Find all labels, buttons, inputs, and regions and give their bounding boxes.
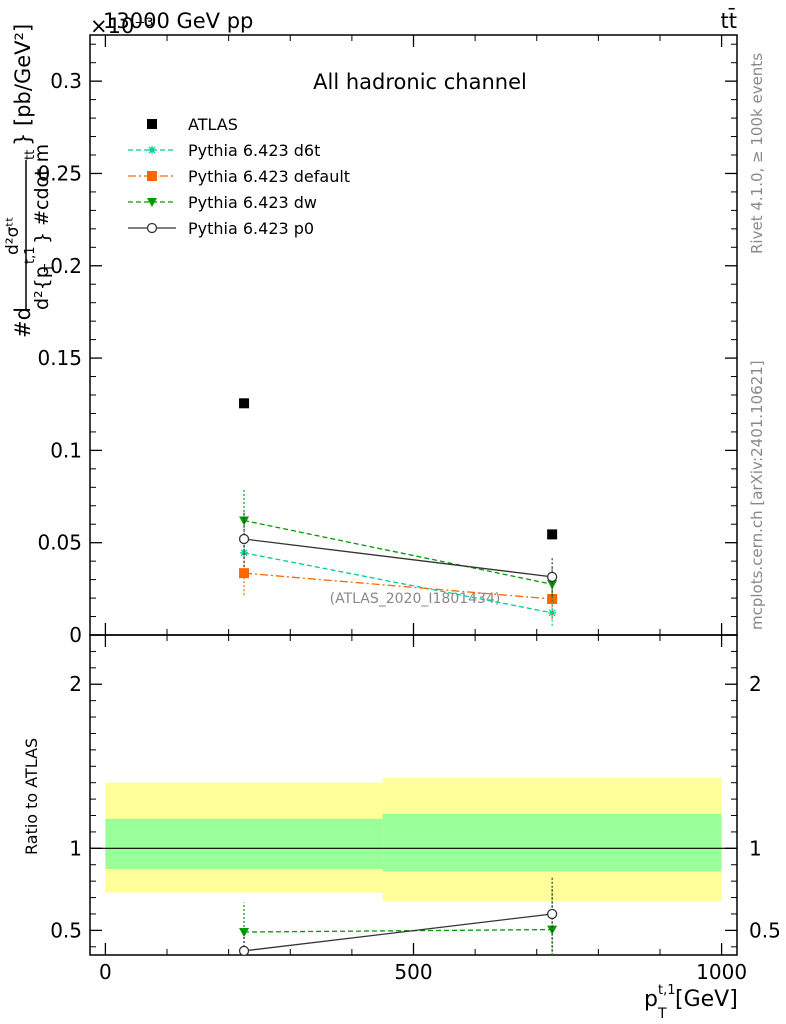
- legend-label: ATLAS: [188, 115, 238, 134]
- ratio-band-inner: [382, 813, 722, 872]
- xlabel-main: p: [644, 987, 658, 1012]
- main-title: All hadronic channel: [313, 70, 527, 94]
- rivet-label: Rivet 4.1.0, ≥ 100k events: [748, 53, 766, 254]
- data-point: [546, 571, 558, 582]
- ylabel-part-b: d²σᵗᵗ: [3, 217, 23, 255]
- exponent-label: ×10⁻³: [90, 14, 154, 38]
- data-point: [547, 580, 558, 590]
- ratio-ytick-label: 0.5: [50, 918, 82, 942]
- ylabel-part-f: } #cdot m: [31, 144, 53, 244]
- ylabel-part-e: t,1: [23, 246, 38, 264]
- main-ytick-label: 0: [69, 623, 82, 647]
- ylabel-part-d: T: [43, 264, 58, 273]
- process-label: tt̄: [721, 8, 737, 33]
- xlabel-sub: T: [657, 1006, 667, 1022]
- data-point: [547, 594, 558, 604]
- ratio-ytick-label: 2: [69, 672, 82, 696]
- legend-marker: [147, 119, 157, 129]
- ratio-panel: 0.5 0.5 1 1 2 2 0 500 1000: [50, 634, 781, 984]
- ratio-ticks: 0.5 0.5 1 1 2 2 0 500 1000: [50, 635, 781, 984]
- main-ytick-label: 0.15: [37, 346, 82, 370]
- ylabel-part-a: #d: [11, 307, 35, 338]
- ratio-band-inner: [105, 818, 383, 869]
- legend: ATLAS Pythia 6.423 d6t Pythia 6.423 defaul…: [128, 115, 350, 238]
- analysis-watermark: (ATLAS_2020_I1801434): [330, 591, 501, 607]
- legend-entry: Pythia 6.423 p0: [128, 219, 314, 238]
- ratio-series-line: [243, 913, 553, 952]
- series-pythia-6-423-p0: [238, 511, 558, 597]
- ratio-ytick-label-right: 1: [749, 836, 762, 860]
- data-point: [548, 608, 557, 617]
- ylabel-part-c: d²{p: [31, 266, 53, 310]
- ylabel-part-g: tt: [23, 150, 38, 160]
- xlabel-unit: [GeV]: [675, 987, 738, 1012]
- ratio-xtick-label: 1000: [696, 960, 747, 984]
- ratio-data: [238, 876, 558, 957]
- legend-entry: Pythia 6.423 d6t: [128, 141, 320, 160]
- legend-label: Pythia 6.423 default: [188, 167, 350, 186]
- main-ticks: 0 0.05 0.1 0.15 0.2 0.25 0.3: [37, 35, 737, 647]
- x-axis-label: p T t,1 [GeV]: [644, 983, 738, 1022]
- series-pythia-6-423-dw: [239, 489, 558, 602]
- ylabel-part-h: } [pb/GeV²]: [11, 24, 35, 146]
- xlabel-sup: t,1: [658, 983, 676, 998]
- ratio-series-line: [244, 928, 553, 933]
- series-line: [243, 519, 553, 585]
- series-line: [243, 572, 553, 600]
- ratio-ytick-label: 1: [69, 836, 82, 860]
- ratio-data-point: [546, 908, 558, 920]
- ratio-ylabel: Ratio to ATLAS: [22, 738, 41, 855]
- series-line: [243, 538, 553, 578]
- main-ytick-label: 0.1: [50, 438, 82, 462]
- main-data: [238, 398, 558, 626]
- data-point: [238, 533, 250, 545]
- legend-marker: [146, 222, 158, 234]
- series-atlas: [239, 398, 558, 540]
- data-point: [547, 529, 558, 540]
- data-point: [239, 398, 250, 409]
- legend-label: Pythia 6.423 p0: [188, 219, 314, 238]
- ratio-bands: [90, 777, 737, 901]
- legend-label: Pythia 6.423 dw: [188, 193, 317, 212]
- ratio-ytick-label-right: 2: [749, 672, 762, 696]
- ratio-xtick-label: 0: [99, 960, 112, 984]
- legend-entry: Pythia 6.423 default: [128, 167, 350, 186]
- legend-marker: [147, 171, 157, 181]
- legend-marker: [148, 146, 156, 154]
- legend-entry: ATLAS: [147, 115, 238, 134]
- ratio-data-point: [239, 928, 250, 938]
- mcplots-label: mcplots.cern.ch [arXiv:2401.10621]: [748, 360, 766, 630]
- ratio-series-pythia-6-423-p0: [238, 876, 558, 957]
- series-line: [243, 552, 553, 614]
- ratio-xtick-label: 500: [394, 960, 432, 984]
- energy-label: 13000 GeV pp: [103, 9, 253, 33]
- legend-entry: Pythia 6.423 dw: [128, 193, 317, 212]
- ratio-ytick-label-right: 0.5: [749, 918, 781, 942]
- ratio-data-point: [238, 945, 250, 957]
- main-ytick-label: 0.05: [37, 531, 82, 555]
- legend-label: Pythia 6.423 d6t: [188, 141, 320, 160]
- legend-marker: [147, 198, 157, 207]
- main-panel: All hadronic channel (ATLAS_2020_I180143…: [37, 34, 738, 647]
- main-ytick-label: 0.2: [50, 254, 82, 278]
- main-ytick-label: 0.3: [50, 69, 82, 93]
- main-ytick-label: 0.25: [37, 161, 82, 185]
- main-ylabel: #d d²σᵗᵗ d²{p T t,1 } #cdot m tt } [pb/G…: [3, 24, 58, 338]
- data-point: [239, 568, 250, 579]
